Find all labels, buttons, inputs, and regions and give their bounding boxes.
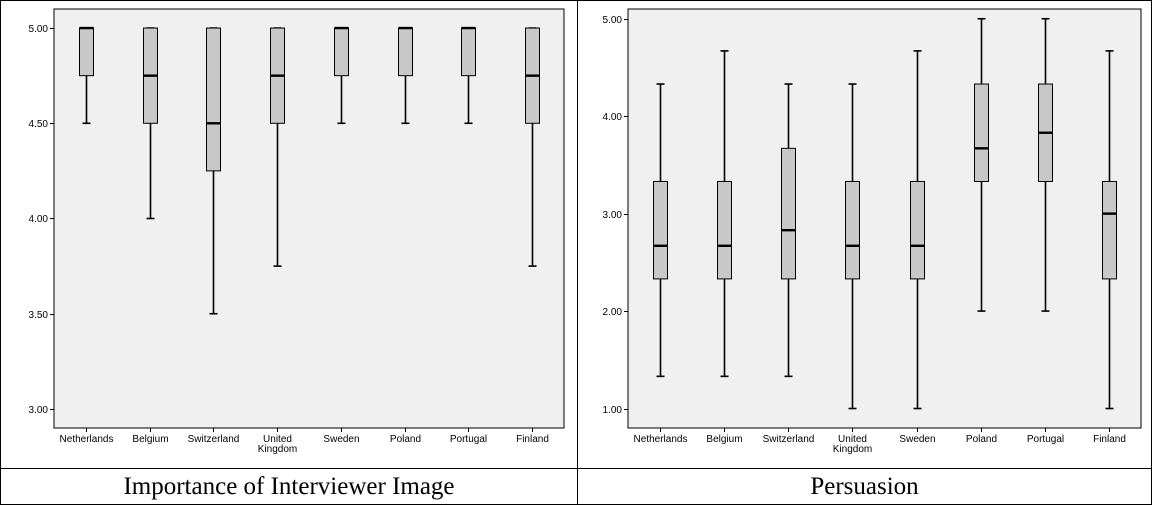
table-border-middle [577, 0, 578, 505]
chart-panel-left: 3.00 3.50 4.00 4.50 5.00 Netherlands Belgium Sw… [1, 1, 577, 468]
box [717, 180, 732, 280]
box [79, 27, 94, 77]
x-tick-label: United Kingdom [833, 434, 872, 455]
boxplot-chart-interviewer-image: 3.00 3.50 4.00 4.50 5.00 Netherlands Belgium Sw… [29, 8, 565, 455]
box [206, 27, 221, 172]
box [1102, 180, 1117, 280]
box [781, 147, 796, 280]
box [910, 180, 925, 280]
y-tick-label: 5.00 [29, 24, 49, 35]
table-border-caption-row [0, 468, 1152, 469]
x-tick-label: Netherlands [60, 434, 114, 445]
plot-area [53, 8, 565, 429]
x-tick-label: Poland [966, 434, 997, 445]
x-tick-label: Netherlands [634, 434, 688, 445]
x-tick-label: United Kingdom [258, 434, 297, 455]
x-tick-label: Poland [390, 434, 421, 445]
x-tick-label: Finland [516, 434, 549, 445]
y-tick-label: 4.00 [603, 112, 623, 123]
caption-right: Persuasion [810, 473, 919, 500]
x-tick-label: Switzerland [188, 434, 240, 445]
y-tick-label: 4.00 [29, 214, 49, 225]
box [398, 27, 413, 77]
x-tick-label: Portugal [1027, 434, 1064, 445]
y-tick-label: 3.00 [603, 210, 623, 221]
box [845, 180, 860, 280]
x-tick-label: Belgium [706, 434, 742, 445]
box [334, 27, 349, 77]
x-tick-label: Belgium [132, 434, 168, 445]
y-tick-label: 2.00 [603, 307, 623, 318]
box [974, 83, 989, 182]
box [653, 180, 668, 280]
box [461, 27, 476, 77]
y-tick-label: 3.50 [29, 310, 49, 321]
x-tick-label: Portugal [450, 434, 487, 445]
table-border-left [0, 0, 1, 505]
x-tick-label: Sweden [899, 434, 935, 445]
y-tick-label: 3.00 [29, 405, 49, 416]
y-tick-label: 1.00 [603, 405, 623, 416]
plot-area [627, 8, 1142, 429]
y-tick-label: 5.00 [603, 15, 623, 26]
caption-left: Importance of Interviewer Image [123, 473, 455, 500]
x-tick-label: Finland [1093, 434, 1126, 445]
chart-panel-right: 1.00 2.00 3.00 4.00 5.00 Netherlands Belgium Sw… [578, 1, 1151, 468]
boxplot-chart-persuasion: 1.00 2.00 3.00 4.00 5.00 Netherlands Belgium Sw… [603, 8, 1142, 455]
y-tick-label: 4.50 [29, 119, 49, 130]
table-border-top [0, 0, 1152, 1]
x-tick-label: Switzerland [763, 434, 815, 445]
x-tick-label: Sweden [323, 434, 359, 445]
